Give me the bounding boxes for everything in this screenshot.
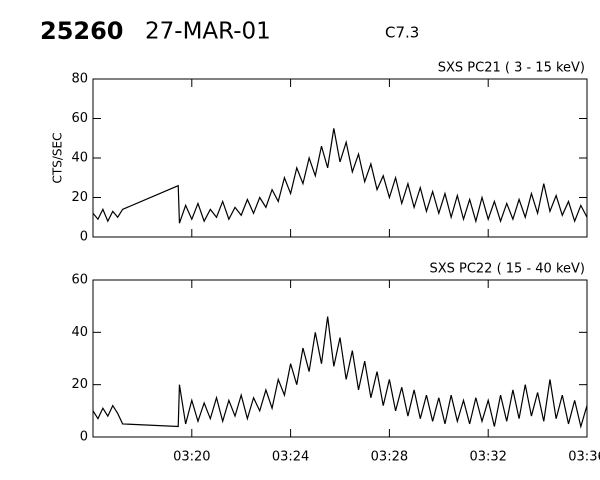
x-tick-label: 03:36	[568, 450, 600, 465]
y-tick-label: 80	[71, 72, 88, 87]
y-tick-label: 20	[71, 190, 88, 205]
x-tick-label: 03:28	[371, 450, 408, 465]
y-tick-label: 0	[80, 430, 88, 445]
y-tick-label: 60	[71, 273, 88, 288]
y-axis-label: CTS/SEC	[51, 133, 65, 184]
event-id: 25260	[40, 17, 124, 45]
y-tick-label: 0	[80, 230, 88, 245]
y-tick-label: 40	[71, 151, 88, 166]
x-tick-label: 03:20	[173, 450, 210, 465]
x-tick-label: 03:24	[272, 450, 309, 465]
y-tick-label: 60	[71, 111, 88, 126]
count-rate-line	[92, 128, 588, 224]
plot-frame	[92, 279, 588, 438]
y-tick-label: 20	[71, 377, 88, 392]
event-date: 27-MAR-01	[145, 19, 271, 45]
count-rate-line	[92, 316, 588, 429]
flare-class: C7.3	[385, 24, 419, 42]
panel-label: SXS PC22 ( 15 - 40 keV)	[429, 262, 585, 277]
panel-label: SXS PC21 ( 3 - 15 keV)	[438, 61, 585, 76]
x-tick-label: 03:32	[469, 450, 506, 465]
y-tick-label: 40	[71, 325, 88, 340]
